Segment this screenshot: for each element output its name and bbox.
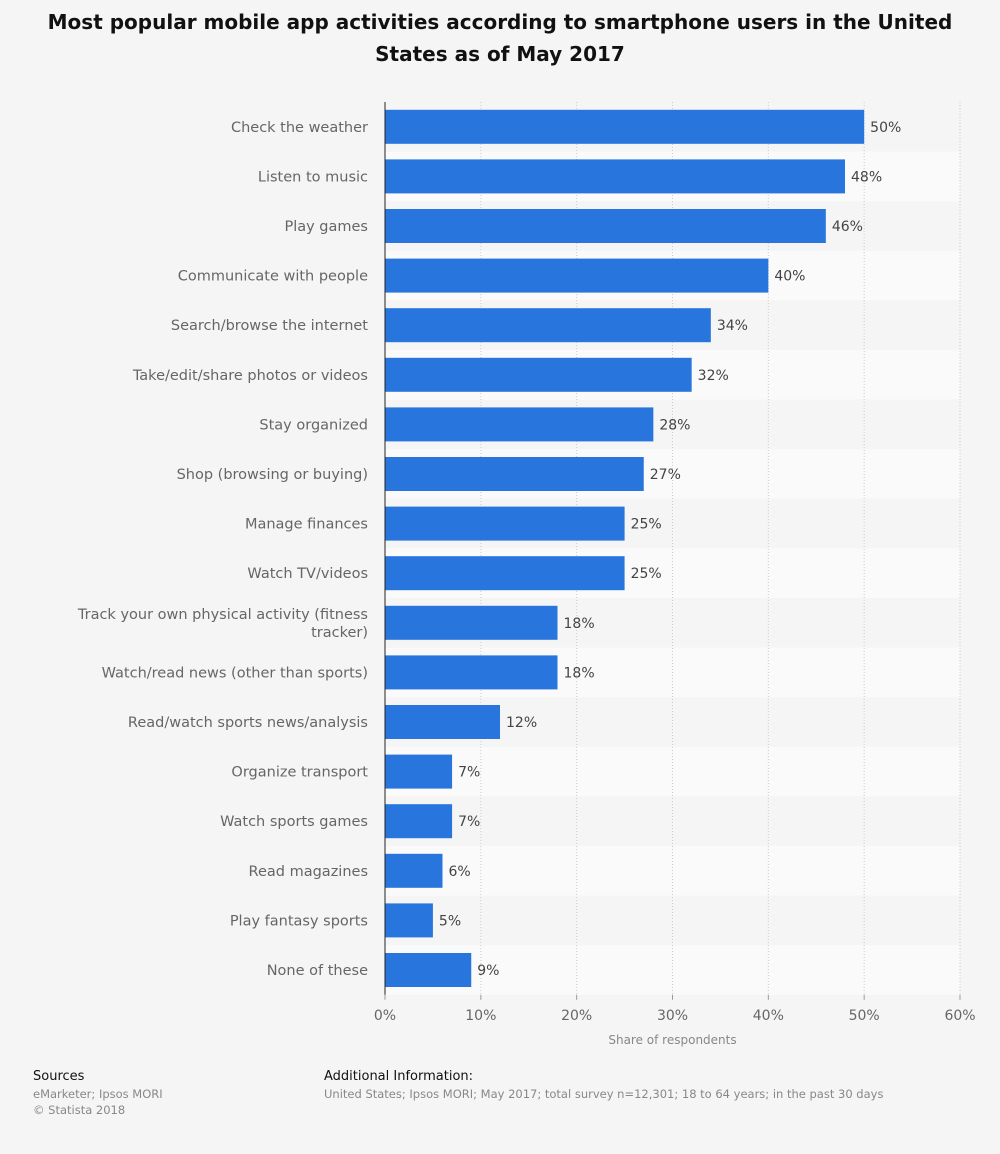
bar <box>385 605 558 640</box>
bar <box>385 159 845 194</box>
bar <box>385 804 453 839</box>
value-label: 25% <box>631 517 662 533</box>
sources-heading: Sources <box>33 1069 85 1084</box>
value-label: 7% <box>458 765 480 781</box>
value-label: 7% <box>458 814 480 830</box>
gridlines <box>480 102 961 995</box>
tick-label: 20% <box>561 1008 592 1024</box>
bar <box>385 506 625 541</box>
category-label: Track your own physical activity (fitnes… <box>77 607 368 641</box>
bar <box>385 903 433 938</box>
value-label: 50% <box>870 120 901 136</box>
category-label: Shop (browsing or buying) <box>177 467 368 483</box>
value-label: 28% <box>659 417 690 433</box>
value-label: 25% <box>631 566 662 582</box>
bar <box>385 853 443 888</box>
category-labels: Check the weather Listen to music Play gam… <box>77 120 368 979</box>
category-label: Read magazines <box>249 864 368 880</box>
category-label: Check the weather <box>231 120 368 136</box>
value-label: 12% <box>506 715 537 731</box>
value-label: 6% <box>449 864 471 880</box>
sources-line-2: © Statista 2018 <box>33 1103 126 1117</box>
value-label: 34% <box>717 318 748 334</box>
category-label: Organize transport <box>231 765 368 781</box>
category-label: Watch sports games <box>220 814 368 830</box>
category-label: Play games <box>284 219 368 235</box>
bar <box>385 357 692 392</box>
value-label: 5% <box>439 913 461 929</box>
value-label: 46% <box>832 219 863 235</box>
bar <box>385 209 826 243</box>
value-labels: 50% 48% 46% 40% 34% 32% 28% 27% 25% 25% 18% 18% 12% 7… <box>439 120 901 979</box>
tick-label: 60% <box>944 1008 975 1024</box>
x-axis-title: Share of respondents <box>608 1033 736 1047</box>
value-label: 48% <box>851 169 882 185</box>
bar <box>385 705 500 739</box>
category-label: Watch TV/videos <box>247 566 368 582</box>
bar <box>385 556 625 591</box>
sources-line-1: eMarketer; Ipsos MORI <box>33 1087 163 1101</box>
bars <box>385 109 865 987</box>
bar <box>385 457 644 491</box>
x-axis-ticks: 0% 10% 20% 30% 40% 50% 60% <box>374 994 976 1024</box>
tick-label: 50% <box>849 1008 880 1024</box>
chart-title: Most popular mobile app activities accor… <box>47 10 953 66</box>
bar-chart: Check the weather Listen to music Play gam… <box>77 102 976 1047</box>
category-label: Play fantasy sports <box>230 913 368 929</box>
category-label: None of these <box>267 963 368 979</box>
additional-info-heading: Additional Information: <box>324 1069 474 1084</box>
bar <box>385 953 472 987</box>
category-label: Watch/read news (other than sports) <box>102 665 368 681</box>
category-label: Stay organized <box>259 417 368 433</box>
tick-label: 0% <box>374 1008 396 1024</box>
bar <box>385 308 711 343</box>
category-label: Manage finances <box>245 517 368 533</box>
bar <box>385 655 558 690</box>
additional-info-text: United States; Ipsos MORI; May 2017; tot… <box>324 1087 884 1101</box>
value-label: 18% <box>564 665 595 681</box>
category-label: Search/browse the internet <box>171 318 368 334</box>
category-label: Listen to music <box>258 169 368 185</box>
category-label: Communicate with people <box>178 269 368 285</box>
value-label: 40% <box>774 269 805 285</box>
bar <box>385 407 654 442</box>
category-label-line: tracker) <box>311 625 368 641</box>
value-label: 32% <box>698 368 729 384</box>
tick-label: 40% <box>753 1008 784 1024</box>
bar <box>385 258 769 293</box>
bar <box>385 109 865 144</box>
category-label: Read/watch sports news/analysis <box>128 715 368 731</box>
category-label-line: Track your own physical activity (fitnes… <box>77 607 368 623</box>
value-label: 9% <box>477 963 499 979</box>
tick-label: 10% <box>465 1008 496 1024</box>
value-label: 27% <box>650 467 681 483</box>
value-label: 18% <box>564 616 595 632</box>
tick-label: 30% <box>657 1008 688 1024</box>
bar <box>385 754 453 789</box>
category-label: Take/edit/share photos or videos <box>132 368 368 384</box>
